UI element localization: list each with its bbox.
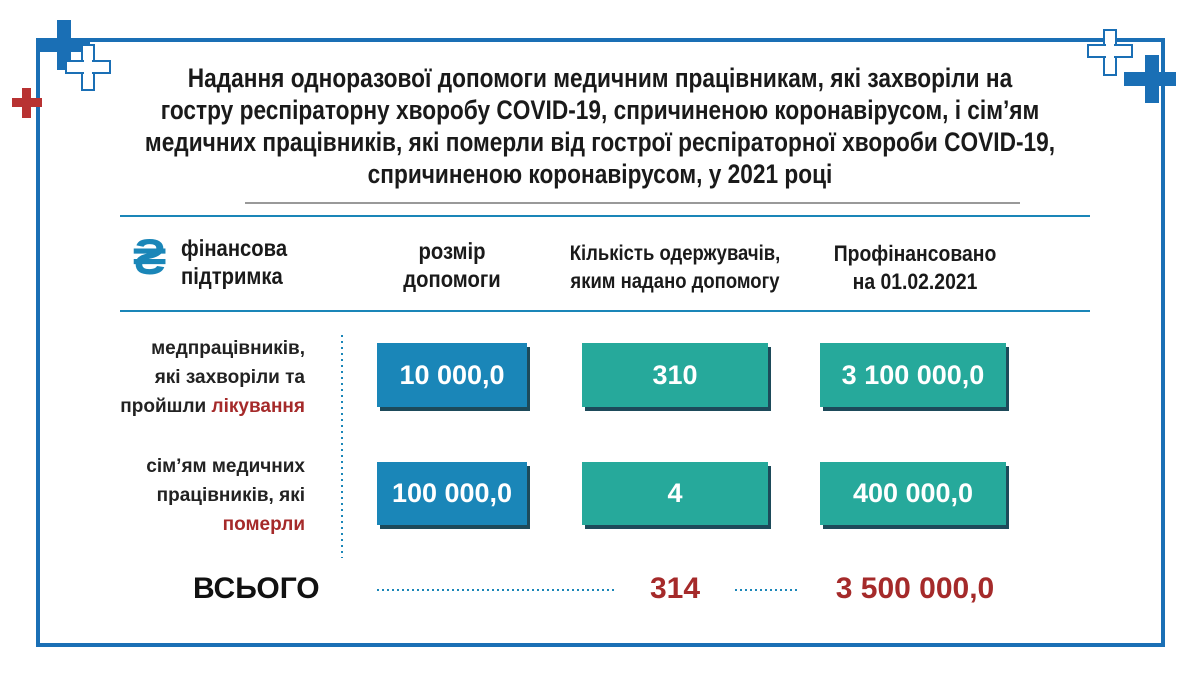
label-highlight: лікування	[211, 396, 305, 417]
header-size: розмір допомоги	[364, 237, 540, 293]
icon: ₴	[133, 229, 167, 285]
funded-box: 400 000,0	[820, 462, 1006, 525]
title-line: спричиненою коронавірусом, у 2021 році	[367, 159, 833, 189]
label-line: які захворіли та	[154, 367, 305, 388]
total-funded: 3 500 000,0	[835, 572, 995, 605]
label-text: пройшли	[120, 396, 207, 417]
header-line: фінансова	[181, 235, 288, 261]
funded-box: 3 100 000,0	[820, 343, 1006, 407]
header-line: підтримка	[181, 263, 283, 289]
title: Надання одноразової допомоги медичним пр…	[96, 62, 1104, 190]
recipients-box: 310	[582, 343, 768, 407]
title-line: гостру респіраторну хворобу COVID-19, сп…	[160, 95, 1040, 125]
total-recipients: 314	[649, 572, 701, 605]
header-recipients: Кількість одержувачів, яким надано допом…	[556, 240, 794, 296]
label-line: пройшли лікування	[45, 392, 305, 421]
total-label: ВСЬОГО	[193, 572, 320, 605]
title-line: медичних працівників, які померли від го…	[144, 127, 1056, 157]
size-box: 10 000,0	[377, 343, 527, 407]
header-line: розмір	[418, 238, 486, 264]
size-box: 100 000,0	[377, 462, 527, 525]
label-line: сім’ям медичних	[146, 456, 305, 477]
header-line: Кількість одержувачів,	[569, 242, 781, 265]
header-line: допомоги	[403, 266, 501, 292]
title-line: Надання одноразової допомоги медичним пр…	[187, 63, 1013, 93]
header-line: яким надано допомогу	[570, 270, 780, 293]
label-line: медпрацівників,	[151, 338, 305, 359]
label-line: працівників, які	[156, 485, 305, 506]
recipients-box: 4	[582, 462, 768, 525]
header-funded: Профінансовано на 01.02.2021	[814, 240, 1016, 296]
header-line: Профінансовано	[833, 241, 997, 266]
header-line: на 01.02.2021	[852, 269, 978, 294]
header-support: фінансова підтримка	[181, 234, 313, 290]
row-label: сім’ям медичних працівників, які померли	[45, 452, 305, 539]
label-highlight: померли	[222, 514, 305, 535]
row-label: медпрацівників, які захворіли та пройшли…	[45, 334, 305, 421]
